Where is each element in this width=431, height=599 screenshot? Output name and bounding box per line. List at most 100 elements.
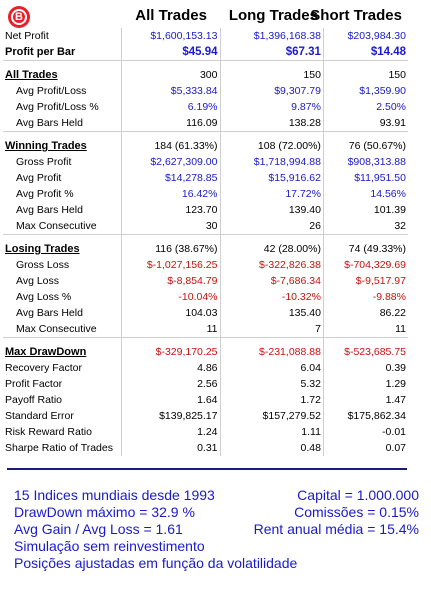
all-trades-value: $-1,027,156.25 <box>121 257 220 273</box>
long-trades-value: $-7,686.34 <box>219 273 324 289</box>
long-trades-value: $1,718,994.88 <box>219 154 324 170</box>
row-label: Losing Trades <box>3 234 122 257</box>
all-trades-value: 0.31 <box>121 440 220 456</box>
row-avg-bars-held: Avg Bars Held 116.09 138.28 93.91 <box>3 115 408 132</box>
all-trades-value: 4.86 <box>121 360 220 376</box>
row-profit-per-bar: Profit per Bar $45.94 $67.31 $14.48 <box>3 44 408 61</box>
long-trades-value: 1.72 <box>219 392 324 408</box>
row-label: Avg Bars Held <box>16 307 83 319</box>
long-trades-value: 9.87% <box>219 99 324 115</box>
row-label: Gross Profit <box>16 156 72 168</box>
row-label: Max DrawDown <box>3 337 122 360</box>
logo-letter: B <box>11 9 27 25</box>
all-trades-value: $45.94 <box>121 44 220 61</box>
row-max-drawdown: Max DrawDown $-329,170.25 $-231,088.88 $-52… <box>3 337 408 360</box>
all-trades-value: 1.64 <box>121 392 220 408</box>
row-payoff-ratio: Payoff Ratio 1.64 1.72 1.47 <box>3 392 408 408</box>
all-trades-value: $-8,854.79 <box>121 273 220 289</box>
row-label: All Trades <box>3 60 122 83</box>
row-label: Winning Trades <box>3 131 122 154</box>
row-label: Gross Loss <box>16 259 70 271</box>
row-label: Profit Factor <box>5 378 63 390</box>
note-commissions: Comissões = 0.15% <box>294 504 419 520</box>
short-trades-value: 150 <box>322 60 408 83</box>
note-annual-return: Rent anual média = 15.4% <box>253 521 419 537</box>
row-profit-factor: Profit Factor 2.56 5.32 1.29 <box>3 376 408 392</box>
long-trades-value: 26 <box>219 218 324 235</box>
long-trades-value: 7 <box>219 321 324 338</box>
long-trades-value: 139.40 <box>219 202 324 218</box>
note-capital: Capital = 1.000.000 <box>297 487 419 503</box>
row-avg-bars-held: Avg Bars Held 104.03 135.40 86.22 <box>3 305 408 321</box>
short-trades-value: -0.01 <box>322 424 408 440</box>
row-label: Avg Profit <box>16 172 62 184</box>
notes-block: 15 Indices mundiais desde 1993 Capital = … <box>14 487 424 572</box>
all-trades-value: 1.24 <box>121 424 220 440</box>
all-trades-value: 184 (61.33%) <box>121 131 220 154</box>
long-trades-value: $1,396,168.38 <box>219 28 324 44</box>
short-trades-value: 0.07 <box>322 440 408 456</box>
short-trades-value: $-9,517.97 <box>322 273 408 289</box>
row-gross-loss: Gross Loss $-1,027,156.25 $-322,826.38 $-70… <box>3 257 408 273</box>
short-trades-value: 11 <box>322 321 408 338</box>
row-avg-profit-loss: Avg Profit/Loss $5,333.84 $9,307.79 $1,359.… <box>3 83 408 99</box>
row-risk-reward-ratio: Risk Reward Ratio 1.24 1.11 -0.01 <box>3 424 408 440</box>
all-trades-value: 11 <box>121 321 220 338</box>
short-trades-value: $175,862.34 <box>322 408 408 424</box>
note-volatility-positions: Posições ajustadas em função da volatili… <box>14 555 298 571</box>
note-no-reinvestment: Simulação sem reinvestimento <box>14 538 205 554</box>
row-label: Avg Loss % <box>16 291 72 303</box>
short-trades-value: $908,313.88 <box>322 154 408 170</box>
all-trades-value: $2,627,309.00 <box>121 154 220 170</box>
short-trades-value: 93.91 <box>322 115 408 132</box>
row-label: Payoff Ratio <box>5 394 63 406</box>
row-max-consecutive: Max Consecutive 30 26 32 <box>3 218 408 235</box>
short-trades-value: $-704,329.69 <box>322 257 408 273</box>
divider-line <box>7 468 407 470</box>
short-trades-value: 1.29 <box>322 376 408 392</box>
row-label: Avg Bars Held <box>16 117 83 129</box>
short-trades-value: $203,984.30 <box>322 28 408 44</box>
short-trades-value: $-523,685.75 <box>322 337 408 360</box>
row-label: Avg Profit/Loss % <box>16 101 99 113</box>
all-trades-value: $-329,170.25 <box>121 337 220 360</box>
row-label: Avg Loss <box>16 275 59 287</box>
row-label: Sharpe Ratio of Trades <box>5 442 113 454</box>
short-trades-value: $11,951.50 <box>322 170 408 186</box>
row-standard-error: Standard Error $139,825.17 $157,279.52 $175… <box>3 408 408 424</box>
all-trades-value: 30 <box>121 218 220 235</box>
row-label: Avg Profit % <box>16 188 74 200</box>
header-short-trades: Short Trades <box>310 7 402 24</box>
long-trades-value: -10.32% <box>219 289 324 305</box>
all-trades-value: $5,333.84 <box>121 83 220 99</box>
row-gross-profit: Gross Profit $2,627,309.00 $1,718,994.88 $9… <box>3 154 408 170</box>
all-trades-value: 2.56 <box>121 376 220 392</box>
row-sharpe-ratio-of-trades: Sharpe Ratio of Trades 0.31 0.48 0.07 <box>3 440 408 456</box>
all-trades-value: $1,600,153.13 <box>121 28 220 44</box>
row-label: Max Consecutive <box>16 220 97 232</box>
short-trades-value: 2.50% <box>322 99 408 115</box>
section-all-trades: All Trades 300 150 150 <box>3 60 408 83</box>
long-trades-value: $157,279.52 <box>219 408 324 424</box>
note-drawdown: DrawDown máximo = 32.9 % <box>14 504 195 520</box>
short-trades-value: 86.22 <box>322 305 408 321</box>
long-trades-value: 6.04 <box>219 360 324 376</box>
short-trades-value: 101.39 <box>322 202 408 218</box>
note-avg-gain-loss: Avg Gain / Avg Loss = 1.61 <box>14 521 183 537</box>
row-avg-loss: Avg Loss $-8,854.79 $-7,686.34 $-9,517.97 <box>3 273 408 289</box>
short-trades-value: $1,359.90 <box>322 83 408 99</box>
row-avg-profit: Avg Profit $14,278.85 $15,916.62 $11,951.50 <box>3 170 408 186</box>
section-losing-trades: Losing Trades 116 (38.67%) 42 (28.00%) 74 (… <box>3 234 408 257</box>
long-trades-value: $15,916.62 <box>219 170 324 186</box>
long-trades-value: $-231,088.88 <box>219 337 324 360</box>
all-trades-value: 6.19% <box>121 99 220 115</box>
row-net-profit: Net Profit $1,600,153.13 $1,396,168.38 $203… <box>3 28 408 44</box>
row-label: Standard Error <box>5 410 74 422</box>
all-trades-value: 300 <box>121 60 220 83</box>
short-trades-value: 0.39 <box>322 360 408 376</box>
short-trades-value: $14.48 <box>322 44 408 61</box>
header-long-trades: Long Trades <box>228 7 318 24</box>
row-recovery-factor: Recovery Factor 4.86 6.04 0.39 <box>3 360 408 376</box>
long-trades-value: 150 <box>219 60 324 83</box>
long-trades-value: $9,307.79 <box>219 83 324 99</box>
